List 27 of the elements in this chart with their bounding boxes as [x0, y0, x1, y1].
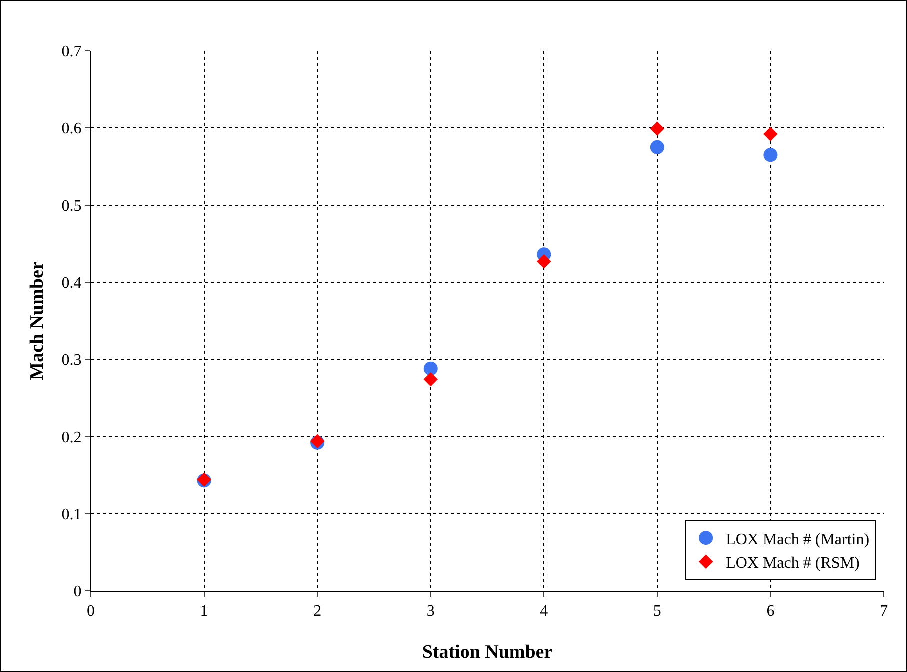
legend-label: LOX Mach # (RSM): [726, 555, 860, 572]
point: [424, 362, 438, 376]
y-axis-title: Mach Number: [27, 261, 48, 380]
x-tick-label: 5: [653, 603, 662, 620]
y-tick-label: 0.3: [62, 352, 82, 370]
point: [764, 148, 778, 162]
y-tick-label: 0: [74, 584, 82, 601]
x-tick-label: 2: [314, 603, 322, 620]
point: [650, 140, 664, 154]
y-tick-label: 0.1: [62, 506, 82, 524]
point: [650, 122, 665, 136]
x-axis-title: Station Number: [422, 642, 554, 663]
point: [424, 372, 438, 387]
point: [764, 127, 778, 142]
y-tick-label: 0.5: [62, 198, 82, 215]
legend-label: LOX Mach # (Martin): [726, 531, 870, 548]
y-tick-label: 0.4: [62, 275, 82, 292]
y-tick-label: 0.7: [62, 44, 82, 61]
y-tick-label: 0.6: [62, 120, 82, 138]
x-tick-label: 1: [200, 603, 208, 620]
x-tick-label: 3: [426, 603, 435, 620]
point: [536, 254, 552, 269]
x-tick-label: 6: [766, 603, 775, 620]
y-tick-label: 0.2: [62, 429, 82, 446]
x-tick-label: 7: [880, 603, 888, 620]
x-tick-label: 4: [540, 603, 548, 620]
x-tick-label: 0: [87, 603, 95, 620]
